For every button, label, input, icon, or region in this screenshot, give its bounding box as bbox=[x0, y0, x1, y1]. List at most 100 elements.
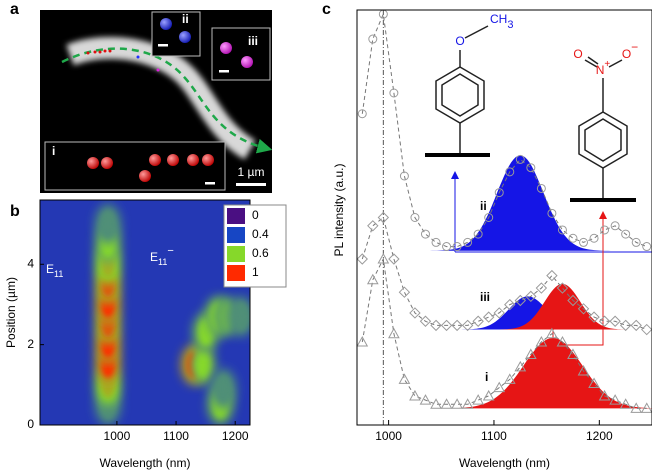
defect-dot bbox=[156, 68, 160, 72]
data-point bbox=[546, 269, 558, 282]
x-tick-label: 1200 bbox=[222, 429, 249, 443]
benzene-inner bbox=[441, 73, 479, 117]
data-point bbox=[366, 273, 379, 285]
data-point bbox=[568, 233, 578, 243]
data-point bbox=[493, 381, 506, 393]
panel-label: c bbox=[322, 1, 331, 18]
fit-area bbox=[435, 337, 652, 409]
data-point bbox=[419, 315, 432, 327]
annotation: i bbox=[274, 402, 277, 416]
plot-frame bbox=[39, 199, 251, 426]
group-label: CH3 bbox=[490, 12, 513, 31]
data-point bbox=[631, 237, 641, 247]
data-point bbox=[461, 319, 474, 332]
legend-swatch bbox=[227, 208, 245, 224]
inset-label: i bbox=[52, 144, 55, 158]
data-point bbox=[482, 389, 495, 401]
atom-charge: + bbox=[604, 59, 610, 70]
fit-area bbox=[490, 283, 635, 330]
annotation-subscript: 11 bbox=[54, 269, 63, 279]
data-point bbox=[535, 282, 548, 294]
inset-frame bbox=[44, 141, 226, 191]
x-tick-label: 1100 bbox=[481, 429, 507, 443]
annotation: ii bbox=[480, 199, 487, 213]
microscope-image: i ii iii 1 µm bbox=[40, 10, 273, 193]
legend-label: 1 bbox=[252, 265, 259, 279]
sphere bbox=[241, 56, 253, 68]
fit-line bbox=[361, 257, 647, 409]
sphere bbox=[160, 18, 172, 30]
legend-label: 0.6 bbox=[252, 246, 269, 260]
inset-iii: iii bbox=[211, 27, 271, 81]
data-point bbox=[526, 163, 536, 173]
data-point bbox=[388, 253, 400, 265]
data-point bbox=[504, 298, 516, 311]
y-axis-label: PL intensity (a.u.) bbox=[332, 164, 346, 257]
inset-label: ii bbox=[182, 12, 189, 26]
inset-label: iii bbox=[248, 34, 258, 48]
heat-spot bbox=[195, 351, 210, 378]
bond bbox=[584, 59, 598, 68]
data-point bbox=[588, 377, 600, 388]
data-point bbox=[368, 34, 378, 44]
annotation: ii bbox=[272, 368, 277, 382]
data-point bbox=[577, 303, 590, 315]
data-point bbox=[409, 389, 421, 401]
data-point bbox=[546, 327, 558, 339]
plot-frame bbox=[356, 9, 652, 426]
data-point bbox=[409, 307, 421, 319]
bond bbox=[608, 59, 623, 68]
data-point bbox=[547, 208, 557, 218]
data-point bbox=[619, 319, 632, 332]
data-point bbox=[600, 225, 610, 235]
data-point bbox=[440, 319, 453, 332]
data-point bbox=[377, 211, 390, 224]
data-point bbox=[463, 237, 473, 247]
molecule-nitro bbox=[570, 56, 636, 202]
data-point bbox=[356, 335, 369, 347]
inset-scale-bar bbox=[205, 182, 215, 185]
data-point bbox=[524, 348, 537, 359]
heat-spot bbox=[234, 303, 249, 330]
data-point bbox=[356, 253, 368, 265]
data-point bbox=[567, 294, 579, 307]
data-point bbox=[515, 154, 525, 164]
data-point bbox=[503, 373, 516, 384]
benzene-ring bbox=[435, 66, 485, 124]
y-axis-label: Position (µm) bbox=[4, 277, 18, 348]
x-tick-label: 1100 bbox=[163, 429, 189, 443]
data-point bbox=[642, 242, 652, 252]
x-tick-label: 1000 bbox=[104, 429, 131, 443]
data-point bbox=[461, 398, 474, 409]
data-point bbox=[630, 402, 643, 413]
annotation-text: E bbox=[150, 250, 158, 264]
data-point bbox=[473, 229, 483, 239]
legend-swatch bbox=[227, 265, 245, 281]
annotation: i bbox=[485, 370, 488, 384]
data-point bbox=[389, 88, 399, 98]
data-point bbox=[357, 109, 367, 119]
x-axis-label: Wavelength (nm) bbox=[100, 456, 191, 470]
inset-scale-bar bbox=[219, 70, 229, 73]
benzene-ring bbox=[578, 111, 628, 169]
panel-label: b bbox=[10, 203, 20, 220]
inset-i: i bbox=[44, 141, 226, 191]
atom-label: O bbox=[455, 34, 464, 48]
data-point bbox=[641, 323, 652, 336]
data-point bbox=[377, 252, 390, 264]
data-point bbox=[505, 167, 515, 177]
group-text: CH bbox=[490, 12, 507, 26]
scan-path bbox=[61, 47, 273, 154]
fit-area bbox=[427, 155, 613, 251]
bond bbox=[464, 25, 489, 39]
spheres bbox=[87, 154, 214, 182]
annotation: E11− bbox=[150, 245, 174, 267]
atom-label: O bbox=[573, 47, 582, 61]
inset-ii: ii bbox=[151, 11, 201, 57]
data-point bbox=[609, 394, 621, 405]
defect-dot bbox=[136, 55, 140, 59]
annotation-text: E bbox=[46, 262, 54, 276]
data-point bbox=[431, 237, 441, 247]
data-point bbox=[398, 286, 411, 298]
